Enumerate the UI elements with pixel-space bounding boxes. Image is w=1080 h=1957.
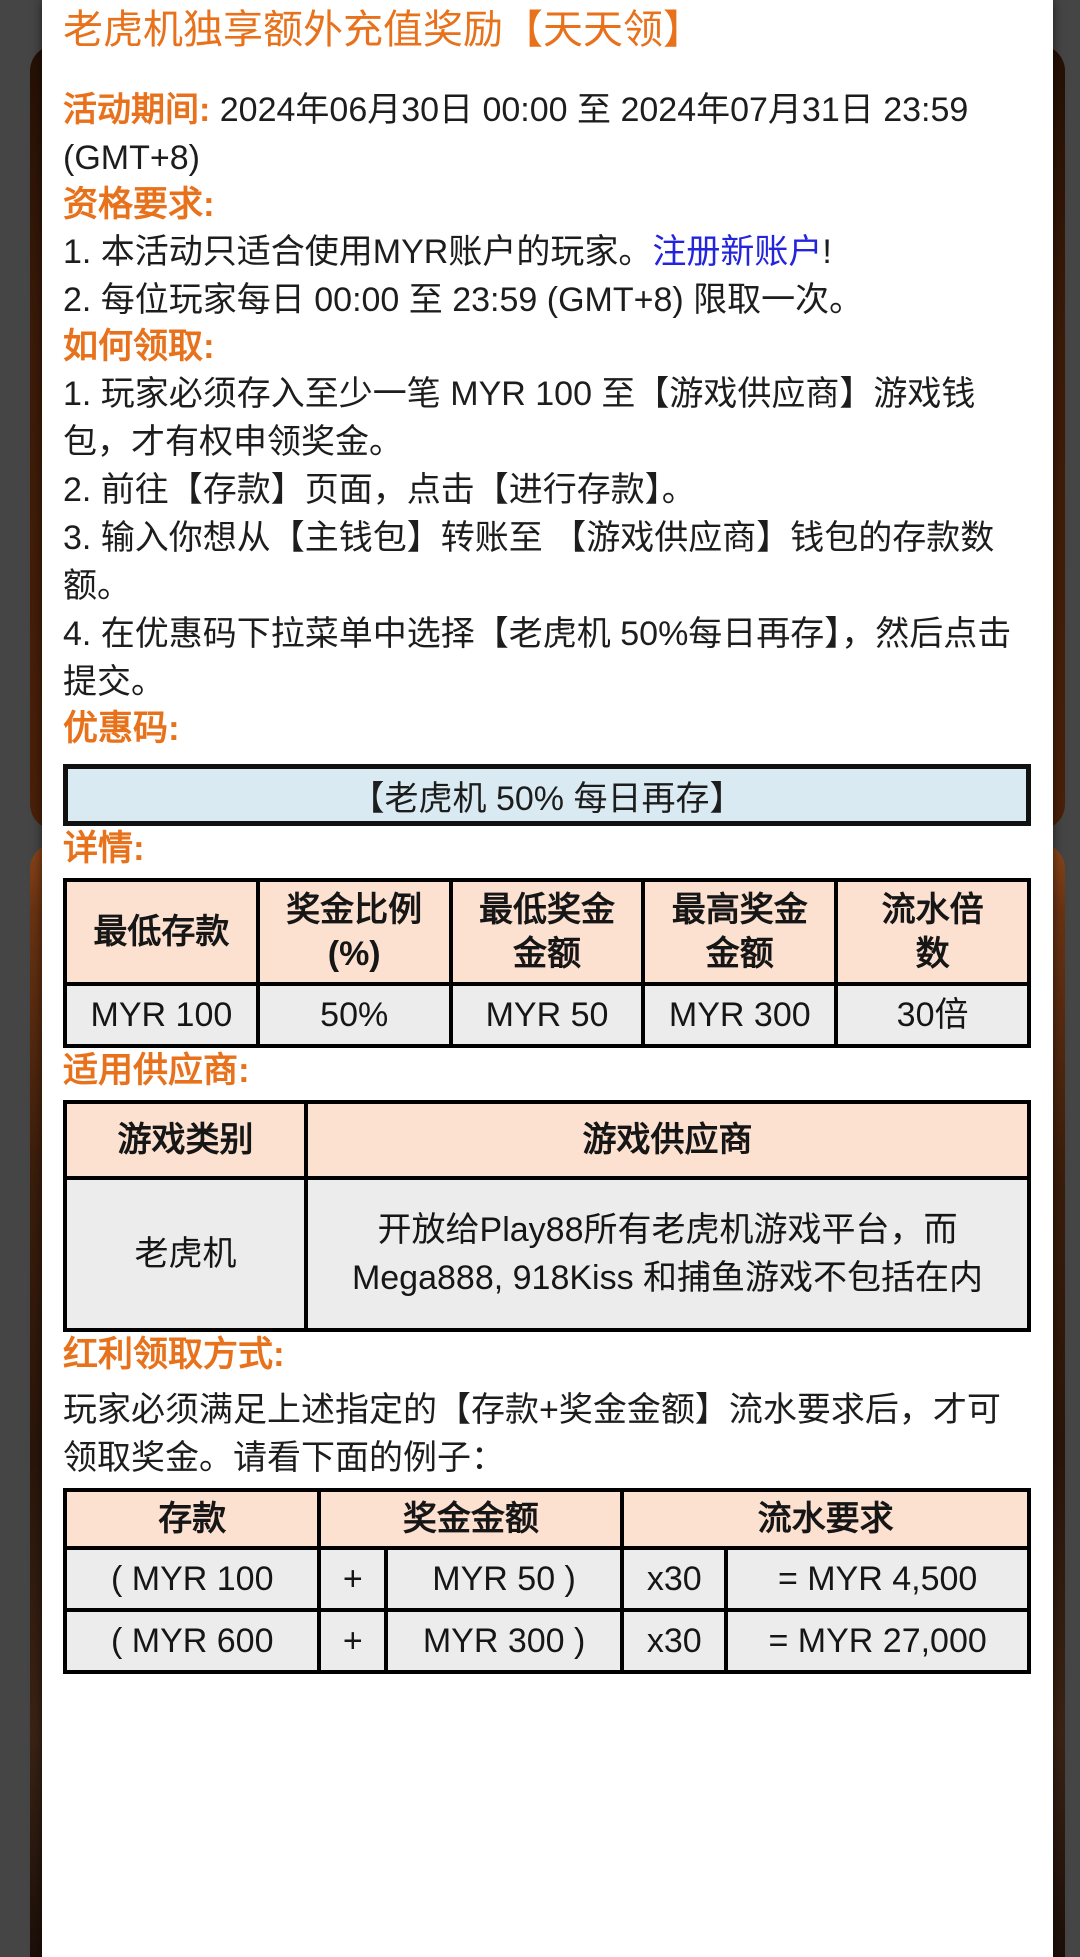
bonus-plus-sign: + <box>317 1546 388 1612</box>
bonus-example-row: ( MYR 100 + MYR 50 ) x30 = MYR 4,500 <box>62 1546 1031 1612</box>
details-heading: 详情: <box>63 829 145 868</box>
register-account-link[interactable]: 注册新账户 <box>652 233 823 271</box>
bonus-deposit-value: ( MYR 100 <box>62 1546 322 1612</box>
claim-step-2: 2. 前往【存款】页面，点击【进行存款】。 <box>63 471 696 509</box>
details-header-max-bonus: 最高奖金 金额 <box>641 878 839 986</box>
details-min-deposit-value: MYR 100 <box>63 982 260 1048</box>
providers-category-value: 老虎机 <box>63 1176 308 1332</box>
bonus-claim-heading: 红利领取方式: <box>63 1335 285 1374</box>
details-header-bonus-rate: 奖金比例 (%) <box>255 878 453 986</box>
bonus-plus-sign: + <box>317 1608 388 1674</box>
how-to-claim-heading: 如何领取: <box>63 327 215 366</box>
eligibility-heading: 资格要求: <box>63 185 215 224</box>
claim-step-1: 1. 玩家必须存入至少一笔 MYR 100 至【游戏供应商】游戏钱包，才有权申领… <box>63 375 976 461</box>
details-header-min-deposit: 最低存款 <box>63 878 260 986</box>
eligibility-item-1-suffix: ! <box>822 233 832 271</box>
bonus-header-bonus-amount: 奖金金额 <box>317 1488 625 1550</box>
details-bonus-rate-value: 50% <box>255 982 453 1048</box>
bonus-claim-paragraph: 玩家必须满足上述指定的【存款+奖金金额】流水要求后，才可领取奖金。请看下面的例子… <box>63 1391 1001 1477</box>
bonus-deposit-value: ( MYR 600 <box>62 1608 322 1674</box>
bonus-header-row: 存款 奖金金额 流水要求 <box>62 1488 1031 1550</box>
providers-provider-value: 开放给Play88所有老虎机游戏平台，而 Mega888, 918Kiss 和捕… <box>304 1176 1031 1332</box>
details-header-row: 最低存款 奖金比例 (%) 最低奖金 金额 最高奖金 金额 流水倍 数 <box>63 878 1031 986</box>
providers-data-row: 老虎机 开放给Play88所有老虎机游戏平台，而 Mega888, 918Kis… <box>63 1176 1031 1332</box>
providers-heading: 适用供应商: <box>63 1051 250 1090</box>
bonus-multiplier: x30 <box>620 1608 729 1674</box>
claim-step-4: 4. 在优惠码下拉菜单中选择【老虎机 50%每日再存】，然后点击提交。 <box>63 615 1012 701</box>
promo-code-heading: 优惠码: <box>63 709 180 748</box>
bonus-turnover-value: = MYR 4,500 <box>724 1546 1031 1612</box>
promo-terms-modal: 老虎机独享额外充值奖励【天天领】 活动期间: 2024年06月30日 00:00… <box>42 0 1053 1957</box>
providers-header-category: 游戏类别 <box>63 1100 308 1180</box>
details-turnover-value: 30倍 <box>834 982 1031 1048</box>
page-title: 老虎机独享额外充值奖励【天天领】 <box>63 8 703 52</box>
eligibility-item-1-text: 1. 本活动只适合使用MYR账户的玩家。 <box>63 233 653 271</box>
details-data-row: MYR 100 50% MYR 50 MYR 300 30倍 <box>63 982 1031 1048</box>
promo-period: 活动期间: 2024年06月30日 00:00 至 2024年07月31日 23… <box>63 86 1031 182</box>
eligibility-item-2: 2. 每位玩家每日 00:00 至 23:59 (GMT+8) 限取一次。 <box>63 281 864 319</box>
bonus-header-turnover-req: 流水要求 <box>620 1488 1031 1550</box>
providers-header-provider: 游戏供应商 <box>304 1100 1031 1180</box>
bonus-amount-value: MYR 50 ) <box>383 1546 625 1612</box>
bonus-multiplier: x30 <box>620 1546 729 1612</box>
period-text: 2024年06月30日 00:00 至 2024年07月31日 23:59 (G… <box>63 91 969 177</box>
bonus-example-row: ( MYR 600 + MYR 300 ) x30 = MYR 27,000 <box>62 1608 1031 1674</box>
details-min-bonus-value: MYR 50 <box>448 982 646 1048</box>
period-label: 活动期间: <box>63 91 211 129</box>
promo-code-value: 【老虎机 50% 每日再存】 <box>350 779 744 818</box>
details-max-bonus-value: MYR 300 <box>641 982 839 1048</box>
claim-step-3: 3. 输入你想从【主钱包】转账至 【游戏供应商】钱包的存款数额。 <box>63 519 995 605</box>
promo-code-box: 【老虎机 50% 每日再存】 <box>63 764 1031 826</box>
bonus-amount-value: MYR 300 ) <box>383 1608 625 1674</box>
bonus-header-deposit: 存款 <box>62 1488 322 1550</box>
details-header-min-bonus: 最低奖金 金额 <box>448 878 646 986</box>
details-table: 最低存款 奖金比例 (%) 最低奖金 金额 最高奖金 金额 流水倍 数 MYR … <box>63 878 1031 1048</box>
providers-table: 游戏类别 游戏供应商 老虎机 开放给Play88所有老虎机游戏平台，而 Mega… <box>63 1100 1031 1332</box>
eligibility-item-1: 1. 本活动只适合使用MYR账户的玩家。注册新账户! <box>63 228 1031 276</box>
details-header-turnover: 流水倍 数 <box>834 878 1031 986</box>
providers-header-row: 游戏类别 游戏供应商 <box>63 1100 1031 1180</box>
bonus-turnover-value: = MYR 27,000 <box>724 1608 1031 1674</box>
bonus-example-table: 存款 奖金金额 流水要求 ( MYR 100 + MYR 50 ) x30 = … <box>62 1488 1031 1674</box>
